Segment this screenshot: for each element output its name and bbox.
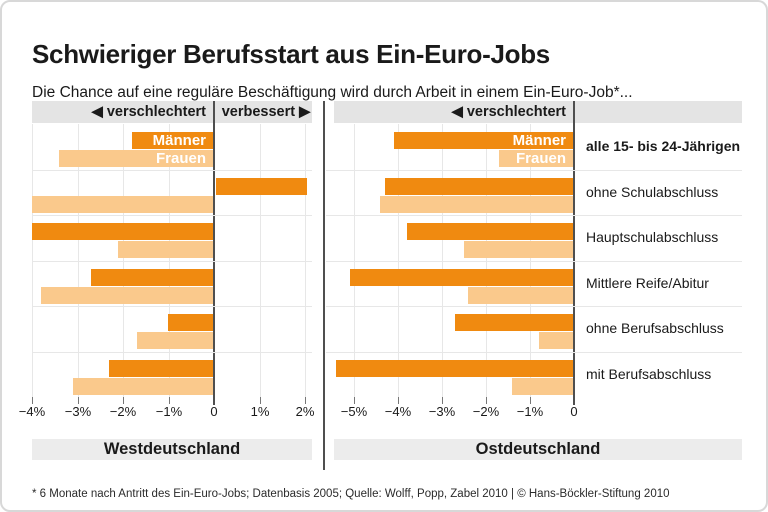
series-label-frauen: Frauen: [515, 150, 566, 167]
bar-frauen: [32, 195, 214, 213]
axis-tick: [530, 397, 531, 404]
direction-band: [32, 101, 312, 123]
category-label: ohne Schulabschluss: [586, 183, 719, 200]
direction-label-worse: ◀ verschlechtert: [451, 104, 566, 120]
axis-tick-label: −4%: [18, 404, 46, 419]
axis-tick-label: −2%: [109, 404, 137, 419]
bar-frauen: [539, 332, 574, 349]
gridline-vertical: [486, 124, 487, 397]
gridline-horizontal: [326, 215, 742, 216]
bar-frauen: [512, 377, 574, 395]
bar-maenner: [109, 359, 214, 377]
bar-maenner: [336, 359, 574, 377]
axis-tick-label: 0: [570, 404, 578, 419]
bar-frauen: [380, 195, 574, 213]
gridline-vertical: [354, 124, 355, 397]
bar-maenner: [216, 177, 307, 195]
bar-frauen: [41, 286, 214, 304]
axis-tick-label: −2%: [472, 404, 500, 419]
gridline-vertical: [398, 124, 399, 397]
axis-tick-label: 1%: [250, 404, 270, 419]
zero-axis-line: [573, 101, 575, 405]
series-label-frauen: Frauen: [155, 150, 206, 167]
series-label-maenner: Männer: [152, 132, 206, 149]
bar-maenner: Männer: [132, 132, 214, 149]
category-label: mit Berufsabschluss: [586, 365, 712, 382]
panel-divider: [323, 101, 325, 470]
gridline-horizontal: [32, 170, 312, 171]
axis-tick: [398, 397, 399, 404]
category-label: Hauptschulabschluss: [586, 229, 719, 245]
gridline-horizontal: [326, 261, 742, 262]
series-label-maenner: Männer: [512, 132, 566, 149]
direction-label-better: verbessert ▶: [221, 104, 311, 120]
gridline-vertical: [305, 124, 306, 397]
axis-tick: [169, 397, 170, 404]
axis-tick: [442, 397, 443, 404]
bar-frauen: [118, 241, 214, 258]
gridline-vertical: [169, 124, 170, 397]
axis-tick: [305, 397, 306, 404]
chart-title: Schwieriger Berufsstart aus Ein-Euro-Job…: [32, 39, 550, 70]
gridline-horizontal: [32, 352, 312, 353]
axis-tick-label: 2%: [295, 404, 315, 419]
direction-label-worse: ◀ verschlechtert: [91, 104, 206, 120]
axis-tick-label: 0: [210, 404, 218, 419]
gridline-horizontal: [326, 306, 742, 307]
bar-frauen: [468, 286, 574, 304]
axis-tick-label: −3%: [428, 404, 456, 419]
direction-band: [334, 101, 742, 123]
gridline-horizontal: [32, 215, 312, 216]
gridline-horizontal: [326, 352, 742, 353]
axis-tick-label: −1%: [516, 404, 544, 419]
gridline-horizontal: [326, 170, 742, 171]
bar-frauen: [73, 377, 214, 395]
bar-frauen: Frauen: [59, 150, 214, 167]
bar-frauen: [464, 241, 574, 258]
gridline-vertical: [32, 124, 33, 397]
axis-tick-label: −1%: [155, 404, 183, 419]
bar-maenner: [350, 268, 574, 286]
gridline-vertical: [442, 124, 443, 397]
category-label: ohne Berufsabschluss: [586, 320, 724, 336]
bar-frauen: Frauen: [499, 150, 574, 167]
bar-maenner: Männer: [394, 132, 574, 149]
gridline-vertical: [78, 124, 79, 397]
bar-maenner: [407, 223, 574, 240]
axis-tick: [123, 397, 124, 404]
gridline-vertical: [123, 124, 124, 397]
axis-tick-label: −3%: [64, 404, 92, 419]
bar-frauen: [137, 332, 214, 349]
bar-maenner: [91, 268, 214, 286]
region-band-west: Westdeutschland: [32, 439, 312, 460]
category-label: alle 15- bis 24-Jährigen: [586, 138, 741, 154]
axis-tick: [78, 397, 79, 404]
axis-tick: [260, 397, 261, 404]
axis-tick-label: −5%: [340, 404, 368, 419]
axis-tick-label: −4%: [384, 404, 412, 419]
gridline-horizontal: [32, 306, 312, 307]
bar-maenner: [168, 314, 214, 331]
footnote: * 6 Monate nach Antritt des Ein-Euro-Job…: [32, 487, 670, 500]
bar-maenner: [455, 314, 574, 331]
axis-tick: [486, 397, 487, 404]
bar-maenner: [32, 223, 214, 240]
gridline-horizontal: [32, 261, 312, 262]
chart-subtitle: Die Chance auf eine reguläre Beschäftigu…: [32, 83, 633, 101]
axis-tick: [32, 397, 33, 404]
region-band-ost: Ostdeutschland: [334, 439, 742, 460]
zero-axis-line: [213, 101, 215, 405]
axis-tick: [354, 397, 355, 404]
category-label: Mittlere Reife/Abitur: [586, 274, 709, 291]
bar-maenner: [385, 177, 574, 195]
gridline-vertical: [260, 124, 261, 397]
gridline-vertical: [530, 124, 531, 397]
